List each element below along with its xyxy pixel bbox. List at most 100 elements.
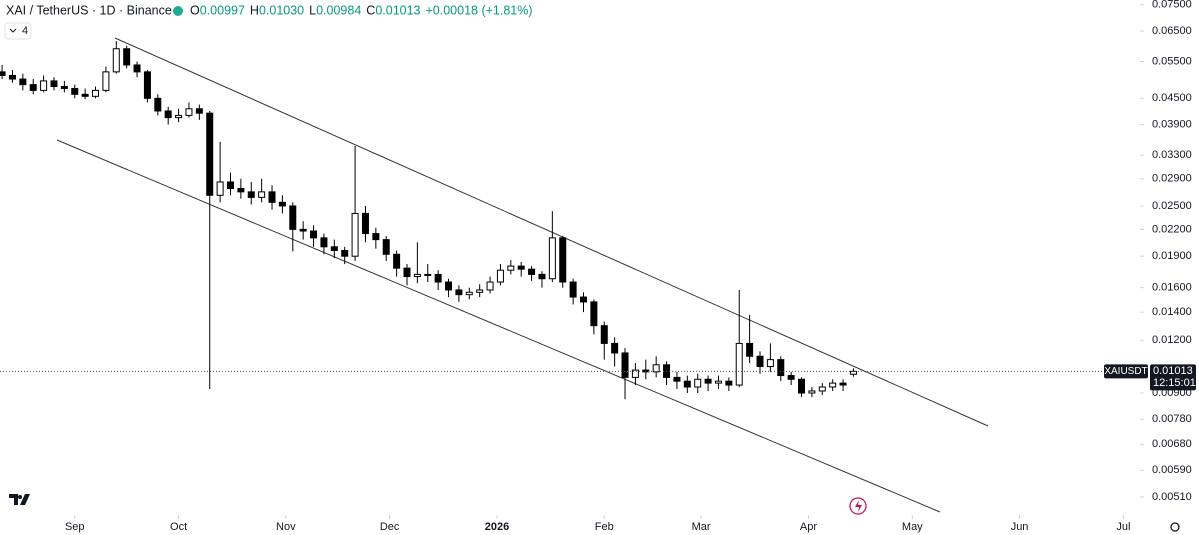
candle-body <box>164 110 172 119</box>
candle-body <box>19 78 27 86</box>
candle-body <box>569 281 577 298</box>
ohlc-value: 0.00984 <box>316 3 361 17</box>
candle-body <box>673 376 681 382</box>
y-tick-label: 0.00510 <box>1152 491 1192 503</box>
candle-body <box>81 93 89 97</box>
candle-body <box>247 191 255 198</box>
y-tick-label: 0.00680 <box>1152 438 1192 450</box>
price-tag <box>1150 364 1196 391</box>
candle-body <box>102 71 110 91</box>
candle-body <box>849 370 857 375</box>
candle-body <box>133 64 141 73</box>
candle-body <box>746 342 754 357</box>
x-tick-label: Nov <box>276 521 296 533</box>
y-tick-label: 0.02200 <box>1152 223 1192 235</box>
ohlc-key: H <box>250 3 259 17</box>
y-tick-label: 0.00590 <box>1152 464 1192 476</box>
candle-body <box>299 228 307 232</box>
candle-body <box>714 380 722 384</box>
candle-body <box>725 380 733 386</box>
candle-body <box>548 237 556 280</box>
channel-lower <box>56 139 941 513</box>
candle-body <box>195 108 203 114</box>
candle-body <box>175 114 183 119</box>
candle-body <box>434 273 442 283</box>
logo <box>9 494 30 505</box>
candle-body <box>8 74 16 80</box>
candle-body <box>528 268 536 275</box>
bolt <box>855 500 862 512</box>
x-tick-label: Feb <box>595 521 614 533</box>
candle-body <box>289 205 297 230</box>
candle-body <box>310 230 318 239</box>
candle-body <box>507 265 515 271</box>
candle-body <box>424 273 432 276</box>
y-tick-label: 0.07500 <box>1152 0 1192 11</box>
candle-body <box>330 246 338 252</box>
candle-body <box>683 380 691 388</box>
candle-body <box>237 188 245 193</box>
candle-body <box>829 382 837 388</box>
candle-body <box>413 273 421 278</box>
candle-body <box>756 355 764 368</box>
symbol-tag <box>1104 364 1148 379</box>
settings-icon[interactable] <box>1170 522 1180 532</box>
candle-body <box>517 265 525 270</box>
candle-body <box>216 181 224 196</box>
ohlc-key: O <box>190 3 200 17</box>
candle-body <box>320 237 328 248</box>
candle-body <box>112 48 120 73</box>
candle-body <box>71 87 79 95</box>
candle-body <box>60 86 68 89</box>
indicator-toggle[interactable] <box>4 22 32 40</box>
candle-body <box>143 71 151 99</box>
candle-body <box>559 237 567 283</box>
ohlc-legend: O 0.00997 H 0.01030 L 0.00984 C 0.01013 +0.00018… <box>190 3 533 17</box>
candle-body <box>361 212 369 235</box>
ohlc-value: 0.01030 <box>259 3 304 17</box>
candle-body <box>50 80 58 88</box>
candle-body <box>393 253 401 269</box>
candle-body <box>29 84 37 91</box>
y-tick-label: 0.02500 <box>1152 200 1192 212</box>
candle-body <box>465 291 473 296</box>
candle-body <box>704 378 712 384</box>
y-tick-label: 0.01600 <box>1152 282 1192 294</box>
candle-body <box>486 281 494 291</box>
candle-body <box>476 289 484 293</box>
y-tick-label: 0.01400 <box>1152 306 1192 318</box>
ohlc-value: 0.00997 <box>200 3 245 17</box>
tv-logo-dot <box>18 495 22 499</box>
candle-body <box>777 359 785 377</box>
candle-body <box>268 191 276 203</box>
alert-icon[interactable] <box>849 497 867 515</box>
x-tick-label: Jul <box>1116 521 1130 533</box>
ohlc-key: C <box>366 3 375 17</box>
x-tick-label: 2026 <box>485 521 509 533</box>
candle-body <box>631 369 639 378</box>
change: +0.00018 (+1.81%) <box>426 3 533 17</box>
indicator-count: 4 <box>22 25 28 37</box>
candle-body <box>40 80 48 91</box>
y-tick-label: 0.05500 <box>1152 56 1192 68</box>
candle-body <box>579 296 587 303</box>
candle-body <box>694 378 702 388</box>
y-tick-label: 0.01900 <box>1152 250 1192 262</box>
candle-body <box>341 250 349 257</box>
price-tag-value: 0.01013 <box>1153 365 1193 377</box>
candle-body <box>0 71 6 76</box>
y-tick-label: 0.01200 <box>1152 334 1192 346</box>
candle-body <box>766 359 774 368</box>
candle-body <box>652 364 660 373</box>
candle-body <box>154 97 162 112</box>
x-tick-label: Dec <box>380 521 400 533</box>
symbol-tag-label: XAIUSDT <box>1104 366 1147 377</box>
y-tick-label: 0.06500 <box>1152 25 1192 37</box>
ohlc-key: L <box>309 3 316 17</box>
candle-body <box>403 267 411 278</box>
candle-body <box>123 48 131 66</box>
candle-body <box>818 386 826 392</box>
y-tick-label: 0.04500 <box>1152 92 1192 104</box>
